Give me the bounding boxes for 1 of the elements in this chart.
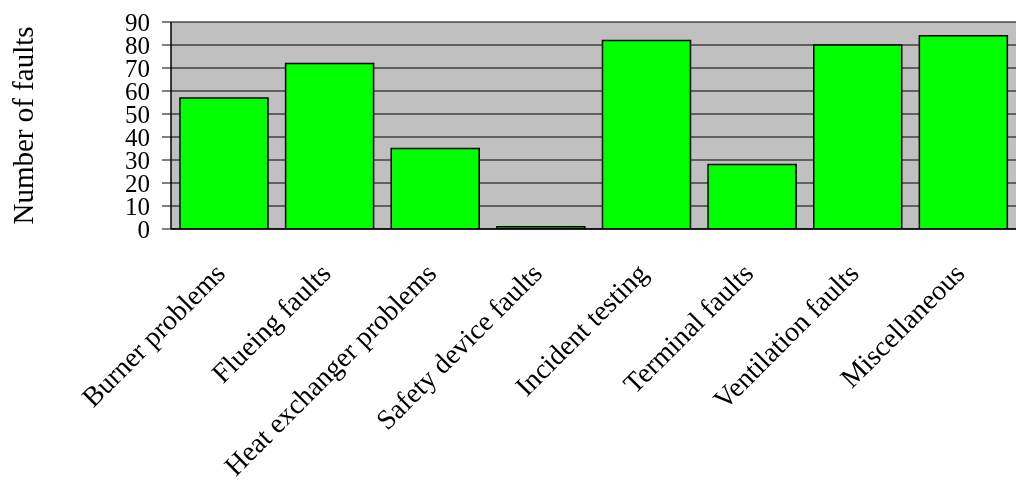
y-axis-title: Number of faults xyxy=(7,26,40,225)
